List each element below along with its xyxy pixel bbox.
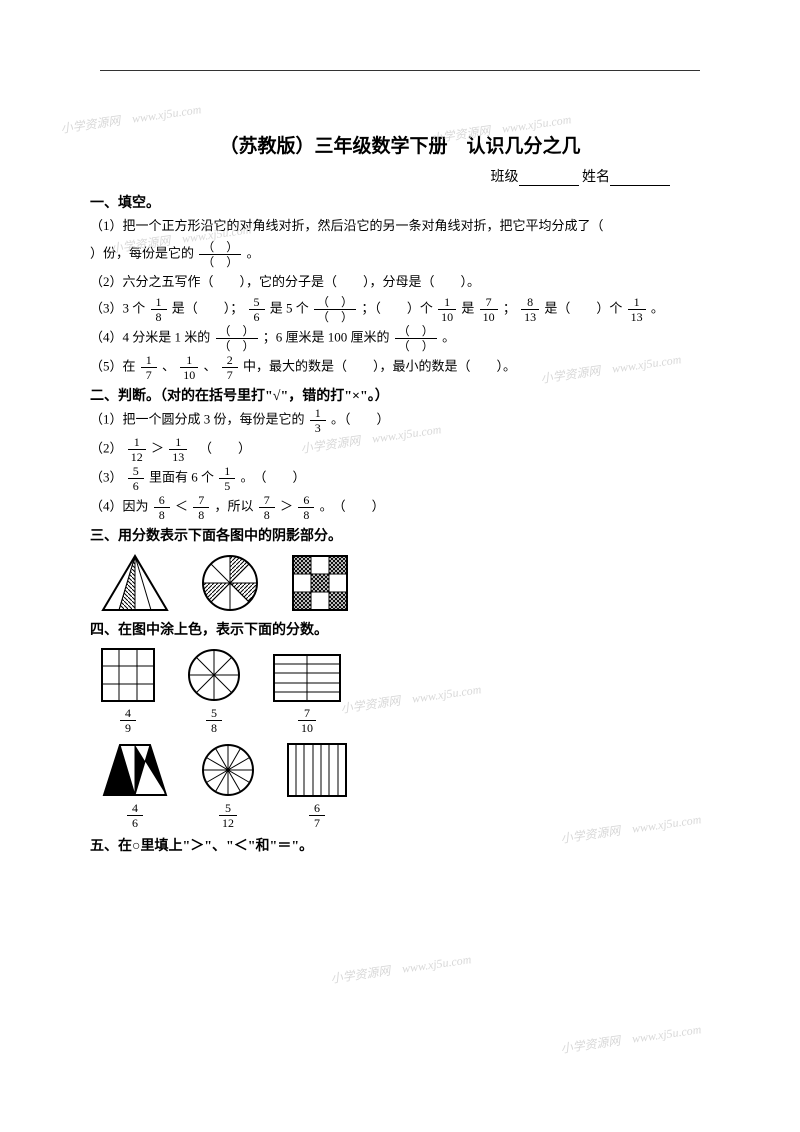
frac-8-13: 813 bbox=[519, 296, 541, 323]
s3-fig-square bbox=[290, 553, 350, 613]
frac-1-8: 18 bbox=[149, 296, 169, 323]
frac-2-7: 27 bbox=[220, 354, 240, 381]
s2-q2: （2） 112 ＞ 113 （ ） bbox=[90, 436, 710, 463]
s4-fig3: 710 bbox=[272, 653, 342, 734]
section-1-head: 一、填空。 bbox=[90, 192, 710, 212]
blank-fraction[interactable]: （ ）（ ） bbox=[214, 325, 260, 352]
s4-fig1: 49 bbox=[100, 647, 156, 734]
frac-1-13b: 113 bbox=[167, 436, 189, 463]
class-label: 班级 bbox=[491, 170, 519, 185]
frac-6-7: 67 bbox=[307, 802, 327, 829]
frac-1-5: 15 bbox=[217, 465, 237, 492]
s1-q4: （4）4 分米是 1 米的 （ ）（ ） ；6 厘米是 100 厘米的 （ ）（… bbox=[90, 325, 710, 352]
s2-q1: （1）把一个圆分成 3 份，每份是它的 13 。（ ） bbox=[90, 407, 710, 434]
s4-fig4: 46 bbox=[100, 742, 170, 829]
frac-1-3: 13 bbox=[308, 407, 328, 434]
name-label: 姓名 bbox=[582, 170, 610, 185]
s4-row2: 46 512 67 bbox=[100, 742, 710, 829]
s4-fig5: 512 bbox=[200, 742, 256, 829]
s2-q4: （4）因为 68 ＜ 78 ，所以 78 ＞ 68 。 （ ） bbox=[90, 494, 710, 521]
frac-6-8b: 68 bbox=[296, 494, 316, 521]
frac-5-6: 56 bbox=[247, 296, 267, 323]
watermark: 小学资源网 www.xj5u.com bbox=[560, 1020, 703, 1057]
frac-4-9: 49 bbox=[118, 707, 138, 734]
s1-q3: （3）3 个 18 是（ ）； 56 是 5 个 （ ）（ ） ；（ ）个 11… bbox=[90, 296, 710, 323]
s3-figures bbox=[100, 553, 710, 613]
s3-fig-triangle bbox=[100, 553, 170, 613]
frac-7-10: 710 bbox=[296, 707, 318, 734]
frac-1-10b: 110 bbox=[178, 354, 200, 381]
section-4-head: 四、在图中涂上色，表示下面的分数。 bbox=[90, 619, 710, 639]
watermark: 小学资源网 www.xj5u.com bbox=[330, 950, 473, 987]
blank-fraction[interactable]: （ ）（ ） bbox=[197, 241, 243, 268]
frac-6-8: 68 bbox=[152, 494, 172, 521]
section-5-head: 五、在○里填上"＞"、"＜"和"＝"。 bbox=[90, 835, 710, 855]
frac-1-13: 113 bbox=[626, 296, 648, 323]
top-rule bbox=[100, 70, 700, 71]
frac-1-12: 112 bbox=[126, 436, 148, 463]
s1-q1b: ）份，每份是它的 （ ）（ ） 。 bbox=[90, 241, 710, 268]
frac-7-8b: 78 bbox=[257, 494, 277, 521]
blank-fraction[interactable]: （ ）（ ） bbox=[312, 296, 358, 323]
s1-q5: （5）在 17 、 110 、 27 中，最大的数是（ ），最小的数是（ ）。 bbox=[90, 354, 710, 381]
s2-q3: （3） 56 里面有 6 个 15 。 （ ） bbox=[90, 465, 710, 492]
frac-7-10: 710 bbox=[478, 296, 500, 323]
frac-1-7: 17 bbox=[139, 354, 159, 381]
blank-fraction[interactable]: （ ）（ ） bbox=[393, 325, 439, 352]
frac-5-12: 512 bbox=[217, 802, 239, 829]
name-line: 班级 姓名 bbox=[90, 166, 710, 186]
page: 小学资源网 www.xj5u.com 小学资源网 www.xj5u.com 小学… bbox=[0, 0, 800, 895]
frac-5-6b: 56 bbox=[126, 465, 146, 492]
frac-4-6: 46 bbox=[125, 802, 145, 829]
class-blank[interactable] bbox=[519, 171, 579, 186]
s4-row1: 49 58 710 bbox=[100, 647, 710, 734]
s1-q2: （2）六分之五写作（ ），它的分子是（ ），分母是（ ）。 bbox=[90, 270, 710, 295]
name-blank[interactable] bbox=[610, 171, 670, 186]
frac-5-8: 58 bbox=[204, 707, 224, 734]
section-2-head: 二、判断。（对的在括号里打"√"，错的打"×"。） bbox=[90, 385, 710, 405]
s1-q1: （1）把一个正方形沿它的对角线对折，然后沿它的另一条对角线对折，把它平均分成了（ bbox=[90, 214, 710, 239]
s4-fig2: 58 bbox=[186, 647, 242, 734]
s4-fig6: 67 bbox=[286, 742, 348, 829]
frac-7-8: 78 bbox=[191, 494, 211, 521]
page-title: （苏教版）三年级数学下册 认识几分之几 bbox=[90, 131, 710, 158]
frac-1-10: 110 bbox=[436, 296, 458, 323]
section-3-head: 三、用分数表示下面各图中的阴影部分。 bbox=[90, 525, 710, 545]
s3-fig-circle bbox=[200, 553, 260, 613]
